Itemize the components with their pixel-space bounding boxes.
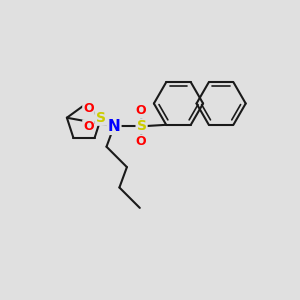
Text: O: O bbox=[83, 120, 94, 133]
Text: N: N bbox=[108, 119, 120, 134]
Text: S: S bbox=[96, 111, 106, 125]
Text: S: S bbox=[136, 119, 147, 133]
Text: O: O bbox=[136, 135, 146, 148]
Text: O: O bbox=[136, 104, 146, 117]
Text: O: O bbox=[83, 102, 94, 115]
